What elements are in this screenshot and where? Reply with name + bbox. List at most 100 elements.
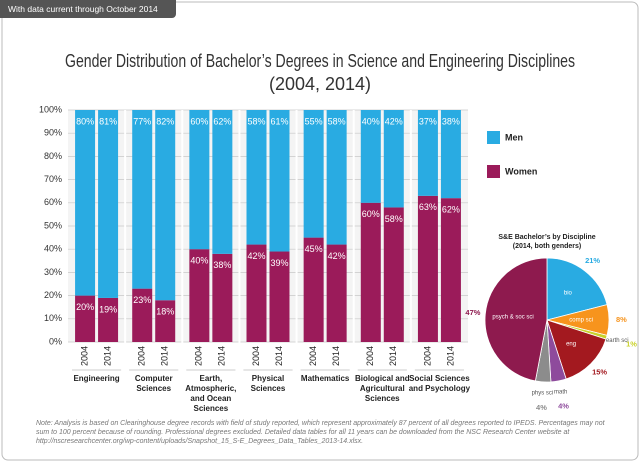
bar-segment — [189, 249, 210, 342]
value-label: 55% — [305, 116, 323, 126]
pie-subtitle: (2014, both genders) — [513, 243, 581, 250]
bar-segment — [155, 300, 176, 342]
bar-segment — [75, 295, 96, 342]
y-tick-label: 80% — [44, 151, 62, 161]
group-label: Mathematics — [300, 374, 350, 383]
value-label: 40% — [190, 256, 208, 266]
bar-segment — [440, 198, 461, 342]
bar-segment — [383, 110, 404, 208]
bar-segment — [326, 110, 347, 245]
x-tick-label: 2004 — [137, 346, 147, 366]
slice-value-label: 8% — [616, 315, 627, 324]
value-label: 39% — [270, 258, 288, 268]
slice-label: eng — [566, 342, 576, 348]
y-tick-label: 70% — [44, 174, 62, 184]
bar-segment — [303, 110, 324, 238]
slice-label: bio — [564, 291, 573, 297]
value-label: 58% — [328, 116, 346, 126]
bar-segment — [440, 110, 461, 199]
bar-segment — [303, 237, 324, 342]
bar-segment — [269, 110, 290, 252]
value-label: 82% — [156, 116, 174, 126]
value-label: 45% — [305, 244, 323, 254]
bar-segment — [269, 251, 290, 342]
y-tick-label: 100% — [39, 104, 62, 114]
header-badge: With data current through October 2014 — [0, 0, 176, 18]
bar-segment — [246, 110, 267, 245]
slice-value-label: 21% — [585, 256, 600, 265]
slice-value-label: 4% — [558, 401, 569, 410]
bar-segment — [417, 195, 438, 342]
bar-segment — [155, 110, 176, 301]
x-tick-label: 2014 — [102, 346, 112, 366]
value-label: 37% — [419, 116, 437, 126]
value-label: 61% — [270, 116, 288, 126]
y-tick-label: 50% — [44, 220, 62, 230]
group-label: Social Sciences and Psychology — [408, 374, 471, 393]
value-label: 19% — [99, 304, 117, 314]
group-label: Biological and Agricultural Sciences — [354, 374, 410, 403]
chart-subtitle: (2004, 2014) — [269, 74, 371, 94]
y-tick-label: 0% — [49, 336, 62, 346]
x-tick-label: 2014 — [274, 346, 284, 366]
slice-value-label: 4% — [536, 403, 547, 412]
chart-title: Gender Distribution of Bachelor’s Degree… — [65, 51, 575, 71]
value-label: 62% — [442, 205, 460, 215]
y-tick-label: 20% — [44, 290, 62, 300]
legend-label: Women — [505, 166, 537, 176]
value-label: 62% — [213, 116, 231, 126]
pie-title: S&E Bachelor’s by Discipline — [498, 234, 595, 241]
value-label: 42% — [385, 116, 403, 126]
bar-segment — [75, 110, 96, 296]
bar-segment — [212, 110, 233, 254]
value-label: 60% — [190, 116, 208, 126]
value-label: 58% — [385, 214, 403, 224]
x-tick-label: 2014 — [160, 346, 170, 366]
value-label: 18% — [156, 307, 174, 317]
slice-value-label: 15% — [592, 368, 607, 377]
x-tick-label: 2004 — [308, 346, 318, 366]
x-tick-label: 2004 — [251, 346, 261, 366]
value-label: 81% — [99, 116, 117, 126]
y-tick-label: 60% — [44, 197, 62, 207]
value-label: 42% — [247, 251, 265, 261]
bar-segment — [417, 110, 438, 196]
bar-segment — [360, 110, 381, 203]
bar-segment — [360, 202, 381, 342]
slice-label: phys sci — [532, 391, 554, 397]
bar-segment — [212, 253, 233, 342]
x-tick-label: 2004 — [79, 346, 89, 366]
legend-swatch — [487, 131, 500, 144]
value-label: 23% — [133, 295, 151, 305]
slice-label: comp sci — [569, 318, 593, 324]
x-tick-label: 2004 — [422, 346, 432, 366]
value-label: 60% — [362, 209, 380, 219]
legend-swatch — [487, 165, 500, 178]
x-tick-label: 2004 — [194, 346, 204, 366]
value-label: 38% — [213, 260, 231, 270]
x-tick-label: 2014 — [217, 346, 227, 366]
slice-value-label: 1% — [626, 340, 637, 349]
group-label: Physical Sciences — [250, 374, 286, 393]
legend-label: Men — [505, 132, 523, 142]
group-label: Computer Sciences — [134, 374, 173, 393]
y-tick-label: 90% — [44, 128, 62, 138]
value-label: 20% — [76, 302, 94, 312]
value-label: 42% — [328, 251, 346, 261]
group-label: Earth, Atmospheric, and Ocean Sciences — [185, 374, 237, 413]
x-tick-label: 2014 — [445, 346, 455, 366]
value-label: 63% — [419, 202, 437, 212]
slice-label: earth sci — [606, 338, 629, 344]
pie-slice — [484, 257, 548, 382]
bar-segment — [189, 110, 210, 250]
value-label: 80% — [76, 116, 94, 126]
value-label: 58% — [247, 116, 265, 126]
bar-segment — [326, 244, 347, 342]
slice-label: psych & soc sci — [492, 314, 533, 320]
x-tick-label: 2004 — [365, 346, 375, 366]
value-label: 40% — [362, 116, 380, 126]
value-label: 77% — [133, 116, 151, 126]
bar-segment — [98, 297, 119, 342]
